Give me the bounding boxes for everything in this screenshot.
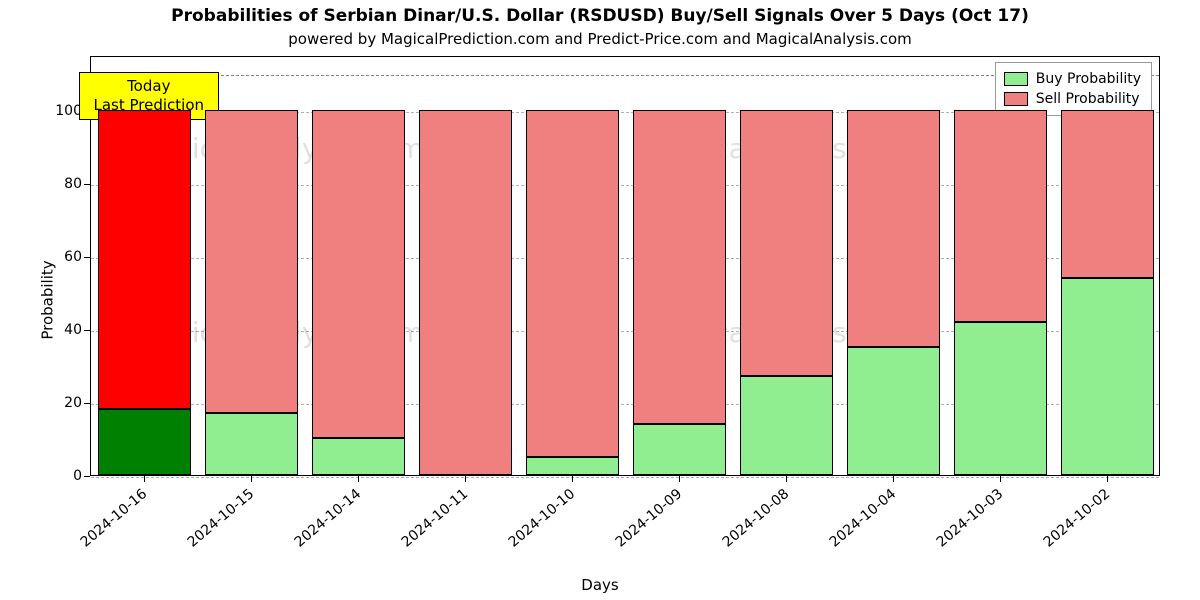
chart-subtitle: powered by MagicalPrediction.com and Pre…	[0, 30, 1200, 48]
x-axis-label: Days	[0, 576, 1200, 594]
bar-sell	[419, 110, 511, 475]
bar-buy	[312, 438, 404, 475]
y-tick-label: 40	[64, 322, 82, 338]
x-tick-mark	[144, 476, 145, 482]
bar-group	[205, 110, 297, 475]
bar-group	[740, 110, 832, 475]
x-tick-label: 2024-10-03	[933, 486, 1006, 551]
bar-sell	[98, 110, 190, 409]
x-tick-label: 2024-10-15	[184, 486, 257, 551]
today-callout-line1: Today	[94, 77, 205, 96]
x-tick-mark	[251, 476, 252, 482]
bar-group	[312, 110, 404, 475]
bar-buy	[633, 424, 725, 475]
legend-label: Sell Probability	[1036, 89, 1140, 109]
x-tick-mark	[572, 476, 573, 482]
legend-swatch	[1004, 72, 1028, 86]
bar-buy	[954, 322, 1046, 475]
bar-buy	[205, 413, 297, 475]
chart-title: Probabilities of Serbian Dinar/U.S. Doll…	[0, 6, 1200, 26]
legend: Buy ProbabilitySell Probability	[995, 62, 1152, 116]
x-tick-label: 2024-10-02	[1040, 486, 1113, 551]
bar-buy	[98, 409, 190, 475]
bar-group	[526, 110, 618, 475]
bar-buy	[1061, 278, 1153, 475]
y-axis-ticks: 020406080100	[0, 56, 90, 476]
y-tick-label: 20	[64, 395, 82, 411]
bar-sell	[1061, 110, 1153, 278]
legend-label: Buy Probability	[1036, 69, 1141, 89]
y-tick-label: 80	[64, 176, 82, 192]
legend-item: Buy Probability	[1004, 69, 1141, 89]
x-tick-mark	[465, 476, 466, 482]
y-tick-label: 0	[73, 468, 82, 484]
bar-sell	[633, 110, 725, 424]
bar-sell	[205, 110, 297, 413]
chart-container: Probabilities of Serbian Dinar/U.S. Doll…	[0, 0, 1200, 600]
plot-area	[90, 56, 1160, 476]
x-tick-label: 2024-10-08	[719, 486, 792, 551]
x-tick-mark	[358, 476, 359, 482]
bar-buy	[526, 457, 618, 475]
bar-group	[954, 110, 1046, 475]
bar-sell	[740, 110, 832, 377]
x-tick-label: 2024-10-10	[505, 486, 578, 551]
bar-group	[419, 110, 511, 475]
bar-buy	[740, 376, 832, 475]
bar-sell	[954, 110, 1046, 322]
bar-sell	[526, 110, 618, 457]
y-tick-label: 60	[64, 249, 82, 265]
legend-swatch	[1004, 92, 1028, 106]
x-tick-label: 2024-10-04	[826, 486, 899, 551]
bar-group	[633, 110, 725, 475]
x-tick-label: 2024-10-16	[77, 486, 150, 551]
bar-group	[847, 110, 939, 475]
x-tick-mark	[679, 476, 680, 482]
x-tick-mark	[1000, 476, 1001, 482]
bar-sell	[847, 110, 939, 347]
x-tick-label: 2024-10-14	[291, 486, 364, 551]
x-tick-mark	[893, 476, 894, 482]
x-tick-label: 2024-10-09	[612, 486, 685, 551]
bar-sell	[312, 110, 404, 439]
x-tick-mark	[786, 476, 787, 482]
x-tick-label: 2024-10-11	[398, 486, 471, 551]
x-tick-mark	[1107, 476, 1108, 482]
x-axis-ticks: 2024-10-162024-10-152024-10-142024-10-11…	[90, 476, 1160, 576]
bar-group	[98, 110, 190, 475]
bar-group	[1061, 110, 1153, 475]
bar-buy	[847, 347, 939, 475]
legend-item: Sell Probability	[1004, 89, 1141, 109]
